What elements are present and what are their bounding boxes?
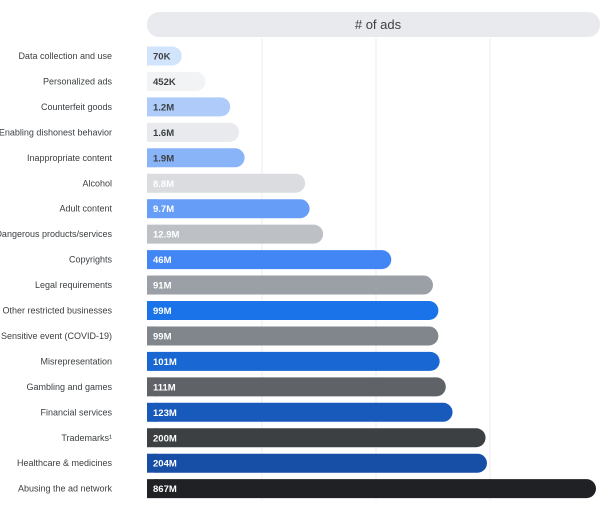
category-label: Legal requirements bbox=[35, 280, 113, 290]
data-label: 1.6M bbox=[153, 128, 174, 139]
data-label: 12.9M bbox=[153, 230, 179, 241]
bar bbox=[147, 173, 306, 193]
data-label: 452K bbox=[153, 77, 176, 88]
bar bbox=[147, 250, 392, 270]
bar-left-edge bbox=[147, 428, 157, 448]
bar-left-edge bbox=[147, 71, 157, 91]
data-label: 204M bbox=[153, 459, 177, 470]
chart-title: # of ads bbox=[355, 17, 402, 32]
bar-left-edge bbox=[147, 46, 157, 66]
bar-left-edge bbox=[147, 97, 157, 117]
bar bbox=[147, 97, 231, 117]
bar bbox=[147, 351, 440, 371]
bar-left-edge bbox=[147, 351, 157, 371]
data-label: 123M bbox=[153, 408, 177, 419]
category-label: Other restricted businesses bbox=[2, 306, 112, 316]
bar-left-edge bbox=[147, 326, 157, 346]
bar bbox=[147, 402, 453, 422]
data-label: 8.8M bbox=[153, 179, 174, 190]
bar-left-edge bbox=[147, 275, 157, 295]
bar-left-edge bbox=[147, 377, 157, 397]
category-label: Abusing the ad network bbox=[18, 484, 113, 494]
bar bbox=[147, 148, 245, 168]
bar bbox=[147, 199, 310, 219]
category-label: Inappropriate content bbox=[27, 153, 113, 163]
category-label: Gambling and games bbox=[26, 382, 112, 392]
data-label: 70K bbox=[153, 52, 171, 63]
bar bbox=[147, 479, 596, 499]
category-label: Personalized ads bbox=[43, 76, 113, 86]
bar bbox=[147, 275, 433, 295]
category-label: Misrepresentation bbox=[40, 356, 112, 366]
bar-left-edge bbox=[147, 402, 157, 422]
category-label: Sensitive event (COVID-19) bbox=[1, 331, 112, 341]
bar-left-edge bbox=[147, 148, 157, 168]
category-label: Dangerous products/services bbox=[0, 229, 112, 239]
bar-left-edge bbox=[147, 453, 157, 473]
data-label: 867M bbox=[153, 484, 177, 495]
data-label: 46M bbox=[153, 255, 172, 266]
bar-left-edge bbox=[147, 250, 157, 270]
data-label: 9.7M bbox=[153, 204, 174, 215]
bar bbox=[147, 224, 324, 244]
bar bbox=[147, 428, 486, 448]
category-label: Enabling dishonest behavior bbox=[0, 127, 112, 137]
category-label: Counterfeit goods bbox=[41, 102, 113, 112]
data-label: 101M bbox=[153, 357, 177, 368]
title-header bbox=[147, 12, 600, 37]
category-label: Alcohol bbox=[82, 178, 112, 188]
category-label: Adult content bbox=[59, 204, 112, 214]
data-label: 99M bbox=[153, 306, 172, 317]
bar bbox=[147, 453, 487, 473]
category-label: Financial services bbox=[40, 407, 112, 417]
category-label: Copyrights bbox=[69, 255, 113, 265]
bar bbox=[147, 377, 446, 397]
bar-left-edge bbox=[147, 122, 157, 142]
bar bbox=[147, 326, 439, 346]
data-label: 111M bbox=[153, 382, 176, 393]
bar-left-edge bbox=[147, 199, 157, 219]
bar bbox=[147, 301, 439, 320]
data-label: 1.9M bbox=[153, 153, 174, 164]
bar-left-edge bbox=[147, 173, 157, 193]
category-label: Trademarks¹ bbox=[61, 433, 112, 443]
bar-left-edge bbox=[147, 479, 157, 499]
bar-left-edge bbox=[147, 224, 157, 244]
bars: 70K 452K 1.2M 1.6M 1.9M 8.8M 9.7M 12.9M 46M 91M 99… bbox=[147, 46, 596, 499]
category-label: Healthcare & medicines bbox=[17, 458, 113, 468]
data-label: 200M bbox=[153, 433, 177, 444]
data-label: 1.2M bbox=[153, 102, 174, 113]
data-label: 91M bbox=[153, 281, 172, 292]
bar-left-edge bbox=[147, 301, 157, 320]
category-label: Data collection and use bbox=[18, 51, 112, 61]
bar bbox=[147, 122, 240, 142]
bar bbox=[147, 71, 206, 91]
data-label: 99M bbox=[153, 331, 172, 342]
